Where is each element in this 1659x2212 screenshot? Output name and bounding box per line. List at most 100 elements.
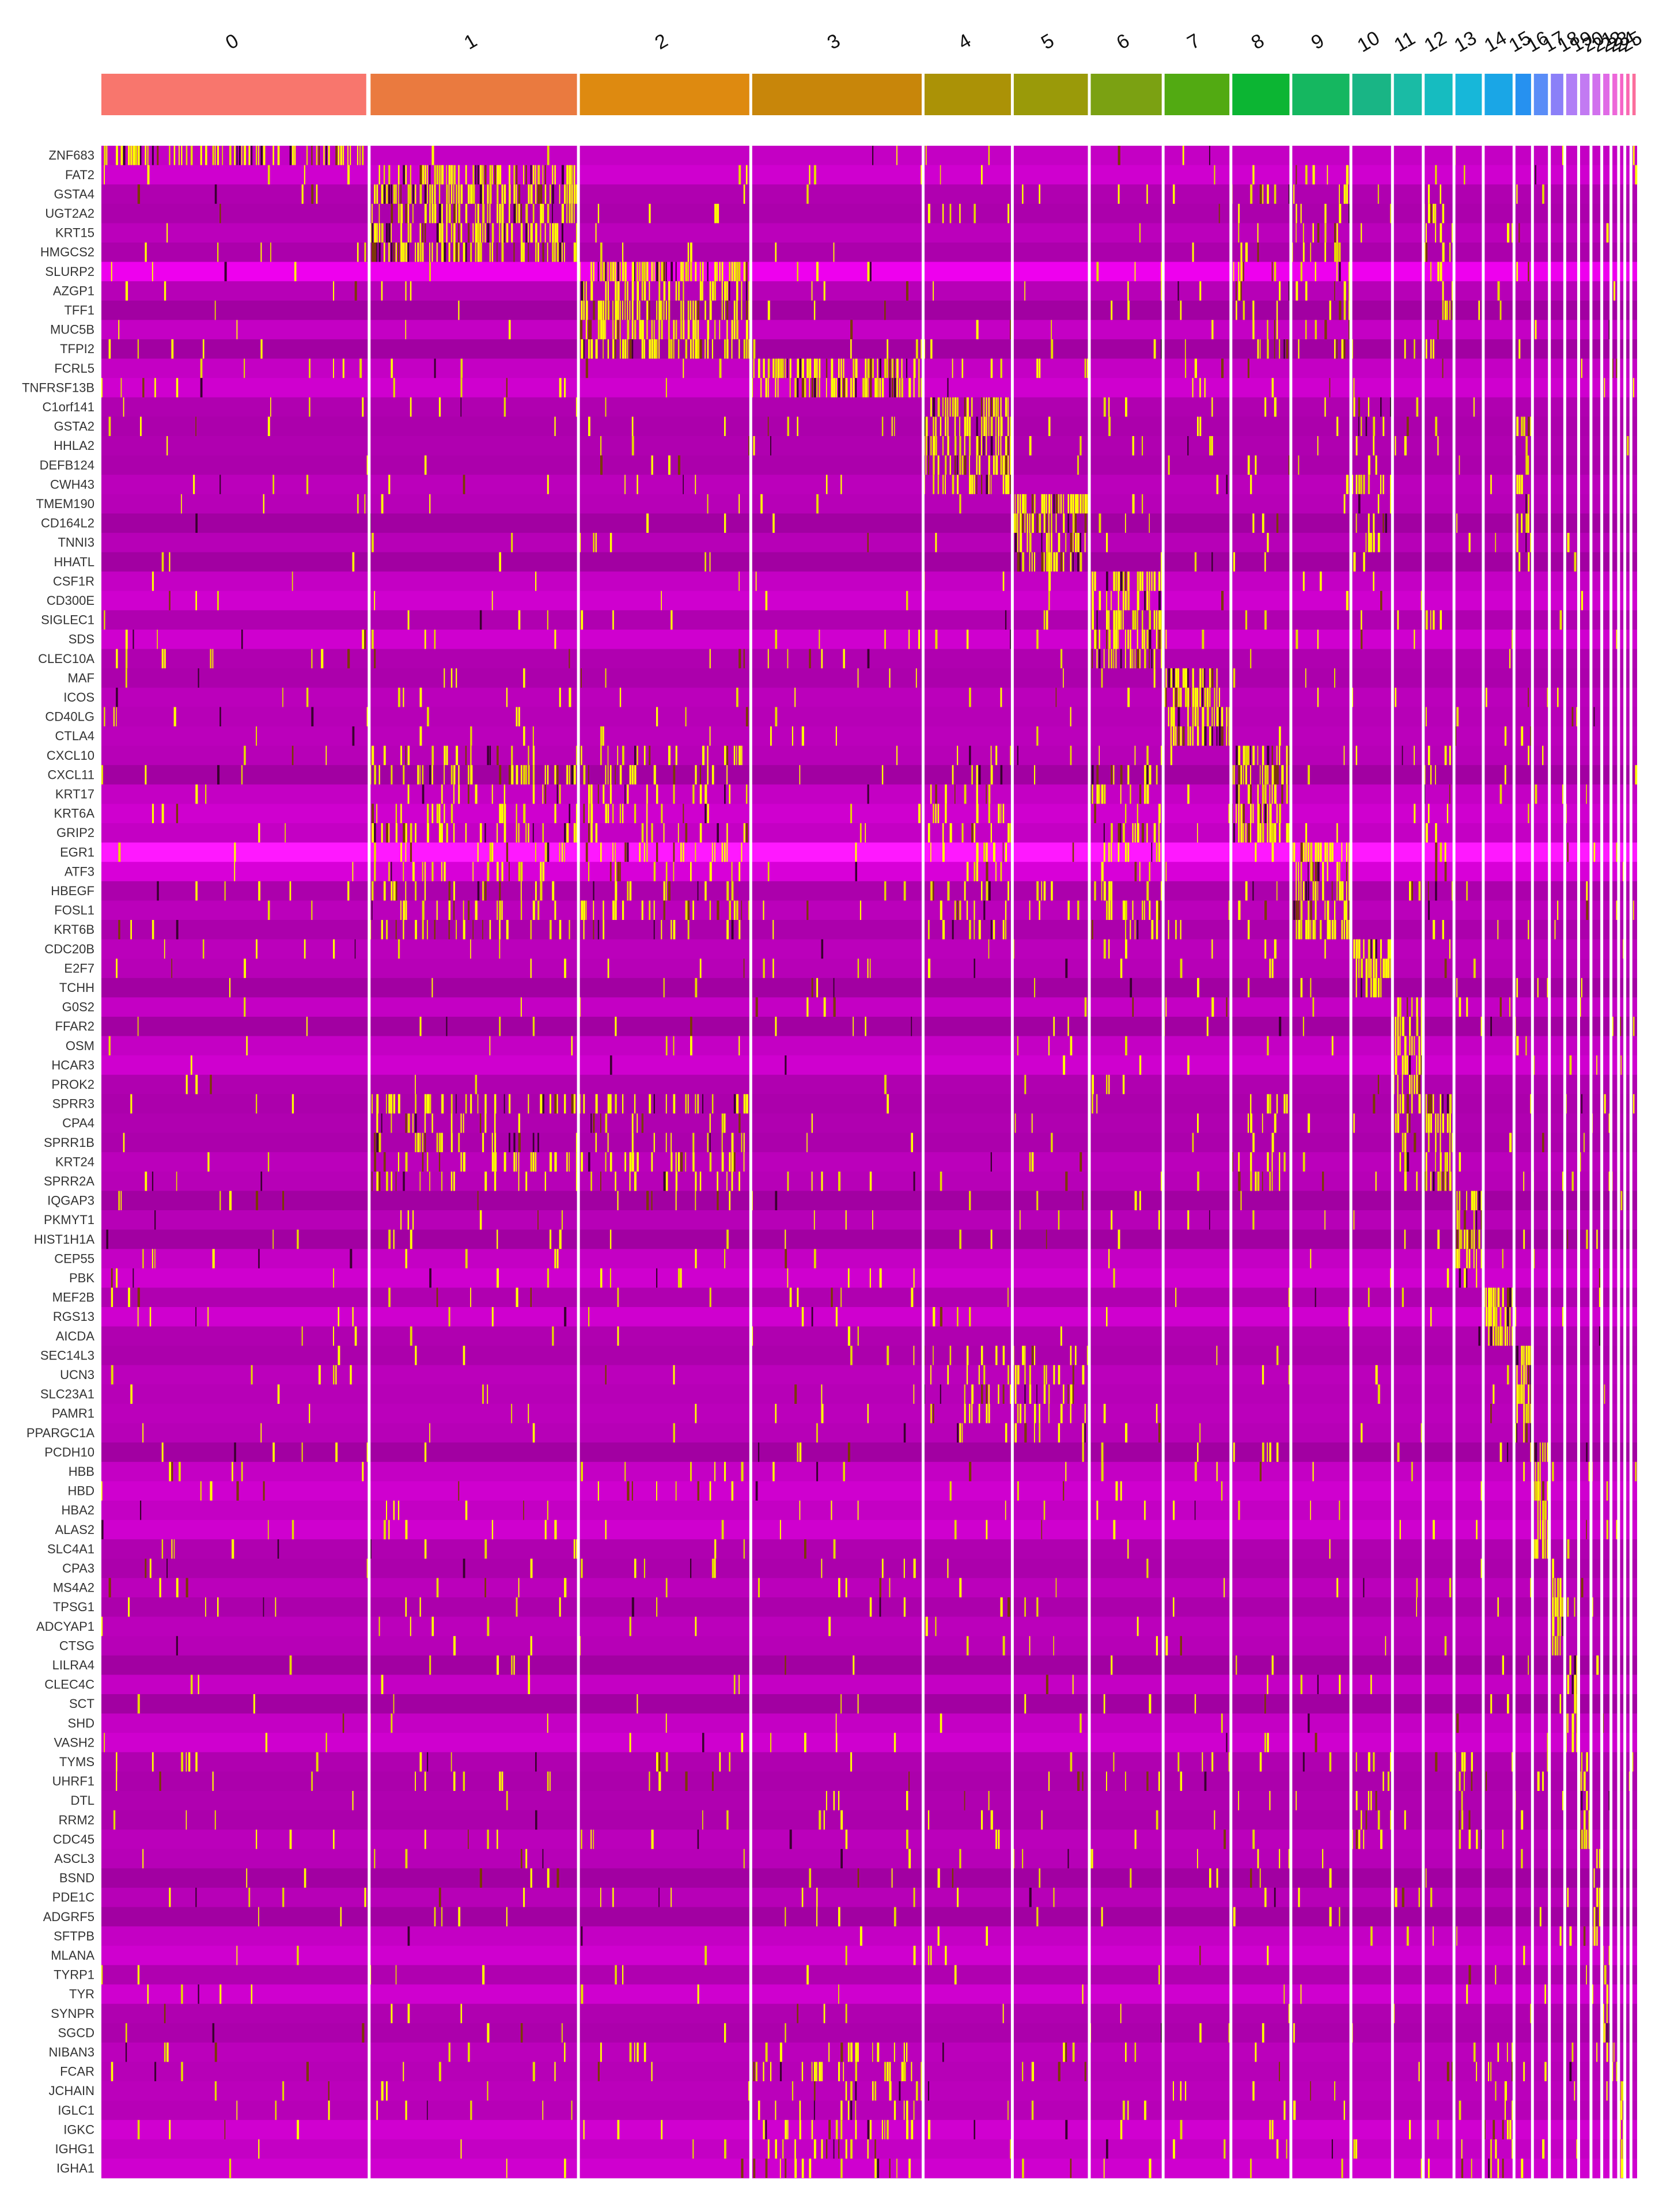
heatmap-cell bbox=[1440, 1171, 1442, 1191]
heatmap-cell bbox=[775, 1404, 777, 1423]
heatmap-cell bbox=[627, 881, 629, 901]
heatmap-cell bbox=[736, 687, 738, 707]
heatmap-row bbox=[101, 726, 1637, 747]
heatmap-cell bbox=[1185, 358, 1187, 378]
heatmap-cell bbox=[1214, 707, 1215, 726]
heatmap-cell bbox=[219, 1191, 221, 1210]
heatmap-cell bbox=[472, 920, 474, 940]
heatmap-cell bbox=[544, 1171, 546, 1191]
heatmap-cell bbox=[1521, 726, 1524, 746]
heatmap-cell bbox=[690, 862, 692, 881]
heatmap-cell bbox=[1456, 978, 1458, 998]
heatmap-cell bbox=[675, 1171, 677, 1191]
heatmap-cell bbox=[350, 1365, 352, 1385]
heatmap-cell bbox=[631, 765, 634, 785]
heatmap-cell bbox=[1137, 649, 1139, 669]
heatmap-cell bbox=[809, 358, 812, 378]
heatmap-cell bbox=[214, 300, 216, 320]
heatmap-cell bbox=[554, 1094, 557, 1113]
heatmap-cell bbox=[424, 630, 426, 649]
gene-label: SPRR3 bbox=[52, 1097, 94, 1111]
heatmap-cell bbox=[176, 804, 179, 823]
heatmap-cell bbox=[1267, 533, 1269, 552]
heatmap-cell bbox=[990, 436, 993, 456]
heatmap-cell bbox=[1209, 1868, 1211, 1888]
heatmap-cell bbox=[154, 2062, 157, 2081]
heatmap-cell bbox=[400, 203, 403, 224]
heatmap-cell bbox=[465, 1249, 468, 1268]
heatmap-cell bbox=[619, 339, 621, 359]
heatmap-cell bbox=[811, 2120, 813, 2139]
heatmap-cell bbox=[1390, 959, 1391, 978]
heatmap-cell bbox=[450, 1094, 453, 1113]
heatmap-cell bbox=[1452, 281, 1454, 301]
gene-label: CTSG bbox=[59, 1638, 94, 1653]
heatmap-cell bbox=[1041, 494, 1044, 514]
heatmap-cell bbox=[1539, 1907, 1541, 1927]
heatmap-cell bbox=[441, 165, 444, 185]
heatmap-cell bbox=[896, 745, 898, 766]
heatmap-cell bbox=[1363, 1830, 1365, 1849]
heatmap-cell bbox=[410, 1616, 411, 1637]
heatmap-cell bbox=[697, 1984, 699, 2004]
heatmap-cell bbox=[661, 2120, 663, 2139]
heatmap-cell bbox=[1240, 1191, 1242, 1210]
heatmap-cell bbox=[1108, 1074, 1110, 1094]
heatmap-cell bbox=[552, 881, 555, 901]
heatmap-cell bbox=[685, 823, 688, 843]
heatmap-cell bbox=[724, 842, 726, 862]
heatmap-cell bbox=[1267, 1733, 1269, 1752]
heatmap-cell bbox=[210, 1481, 213, 1501]
heatmap-cell bbox=[1063, 1384, 1065, 1404]
heatmap-cell bbox=[1298, 900, 1300, 920]
heatmap-cell bbox=[550, 223, 551, 243]
heatmap-cell bbox=[945, 416, 946, 436]
heatmap-cell bbox=[407, 1113, 410, 1133]
heatmap-cell bbox=[1322, 1849, 1324, 1869]
heatmap-cell bbox=[137, 1694, 140, 1714]
heatmap-cell bbox=[959, 436, 961, 456]
heatmap-cell bbox=[853, 358, 855, 378]
heatmap-cell bbox=[615, 765, 616, 785]
heatmap-cell bbox=[1134, 2042, 1137, 2062]
heatmap-cell bbox=[711, 339, 713, 359]
heatmap-cell bbox=[959, 494, 961, 514]
heatmap-cell bbox=[1127, 687, 1130, 707]
heatmap-cell bbox=[403, 1171, 405, 1191]
heatmap-cell bbox=[171, 1461, 173, 1482]
heatmap-cell bbox=[1238, 1171, 1241, 1191]
heatmap-cell bbox=[1139, 649, 1141, 669]
heatmap-cell bbox=[741, 300, 743, 320]
heatmap-cell bbox=[164, 2003, 166, 2024]
heatmap-cell bbox=[1134, 1830, 1137, 1849]
heatmap-cell bbox=[1216, 726, 1218, 746]
heatmap-cell bbox=[583, 900, 586, 920]
heatmap-cell bbox=[1435, 842, 1438, 862]
heatmap-cell bbox=[372, 804, 374, 823]
heatmap-cell bbox=[1238, 203, 1240, 224]
heatmap-cell bbox=[376, 1094, 379, 1113]
heatmap-cell bbox=[757, 1442, 760, 1462]
heatmap-cell bbox=[1324, 203, 1327, 224]
heatmap-cell bbox=[1581, 1791, 1583, 1810]
heatmap-cell bbox=[969, 1404, 971, 1423]
heatmap-cell bbox=[436, 165, 438, 185]
heatmap-cell bbox=[1022, 1346, 1024, 1365]
heatmap-cell bbox=[631, 436, 634, 456]
heatmap-cell bbox=[1259, 765, 1261, 785]
heatmap-cell bbox=[1411, 881, 1413, 901]
heatmap-cell bbox=[1139, 223, 1141, 243]
heatmap-cell bbox=[1473, 1210, 1475, 1230]
heatmap-cell bbox=[453, 184, 454, 204]
gene-label: CTLA4 bbox=[55, 729, 94, 743]
heatmap-cell bbox=[1017, 1365, 1020, 1385]
heatmap-cell bbox=[1435, 416, 1438, 436]
heatmap-cell bbox=[1262, 184, 1264, 204]
heatmap-cell bbox=[1495, 1287, 1497, 1307]
heatmap-cell bbox=[556, 1094, 558, 1113]
heatmap-cell bbox=[918, 358, 920, 378]
heatmap-cell bbox=[1271, 765, 1274, 785]
heatmap-cell bbox=[468, 184, 470, 204]
heatmap-cell bbox=[801, 358, 804, 378]
heatmap-cell bbox=[683, 262, 684, 282]
